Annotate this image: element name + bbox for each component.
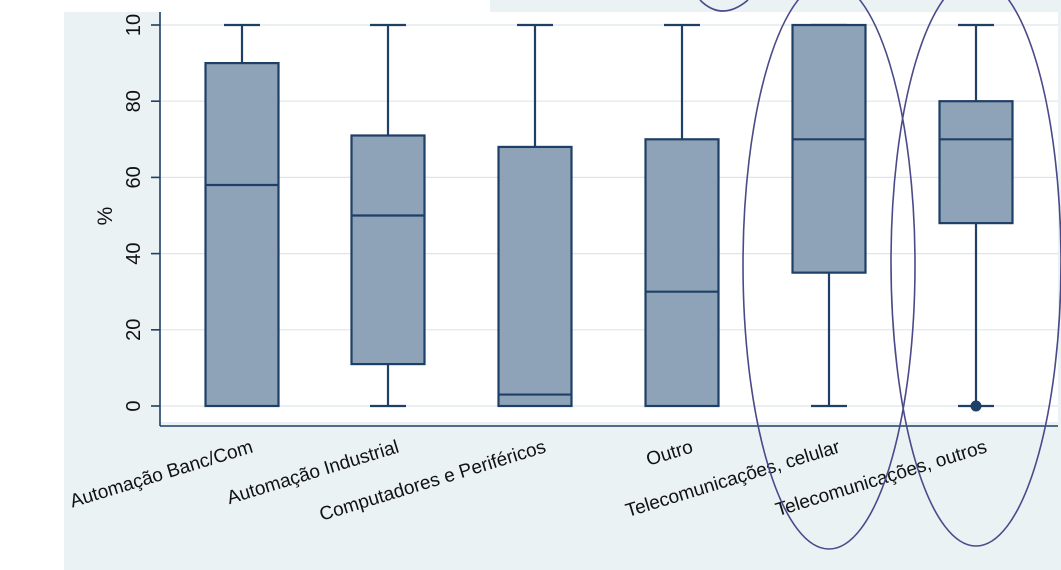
highlight-ellipse-celular	[742, 0, 916, 550]
iqr-box	[791, 23, 867, 274]
white-overlay-left	[0, 12, 64, 570]
highlight-annotations	[699, 0, 1061, 550]
iqr-box	[644, 138, 720, 408]
box-4	[644, 23, 720, 408]
y-tick-label: 80	[123, 90, 145, 112]
plot-area	[160, 12, 1058, 422]
x-tick-label: Outro	[644, 437, 696, 471]
box-1	[204, 23, 280, 408]
iqr-box	[938, 100, 1014, 225]
white-overlay-top	[0, 0, 490, 12]
y-tick-label: 40	[123, 242, 145, 264]
highlight-arc-top	[699, 0, 749, 12]
box-5	[791, 23, 867, 408]
y-tick-label: 20	[123, 319, 145, 341]
highlight-ellipse-outros	[890, 0, 1061, 547]
boxes-layer	[204, 23, 1014, 412]
iqr-box	[204, 61, 280, 408]
y-tick-labels: 0 20 40 60 80 10	[123, 14, 145, 412]
y-tick-label: 60	[123, 166, 145, 188]
iqr-box	[350, 134, 426, 366]
iqr-box	[497, 145, 573, 408]
axes-layer	[151, 12, 1058, 427]
box-6	[938, 23, 1014, 412]
gridlines	[160, 24, 1058, 407]
y-tick-label: 10	[123, 14, 145, 36]
y-axis-label: %	[94, 207, 117, 226]
outlier-point	[970, 400, 982, 412]
box-2	[350, 23, 426, 408]
x-tick-label: Automação Banc/Com	[68, 437, 256, 513]
y-tick-label: 0	[123, 400, 145, 411]
box-3	[497, 23, 573, 408]
